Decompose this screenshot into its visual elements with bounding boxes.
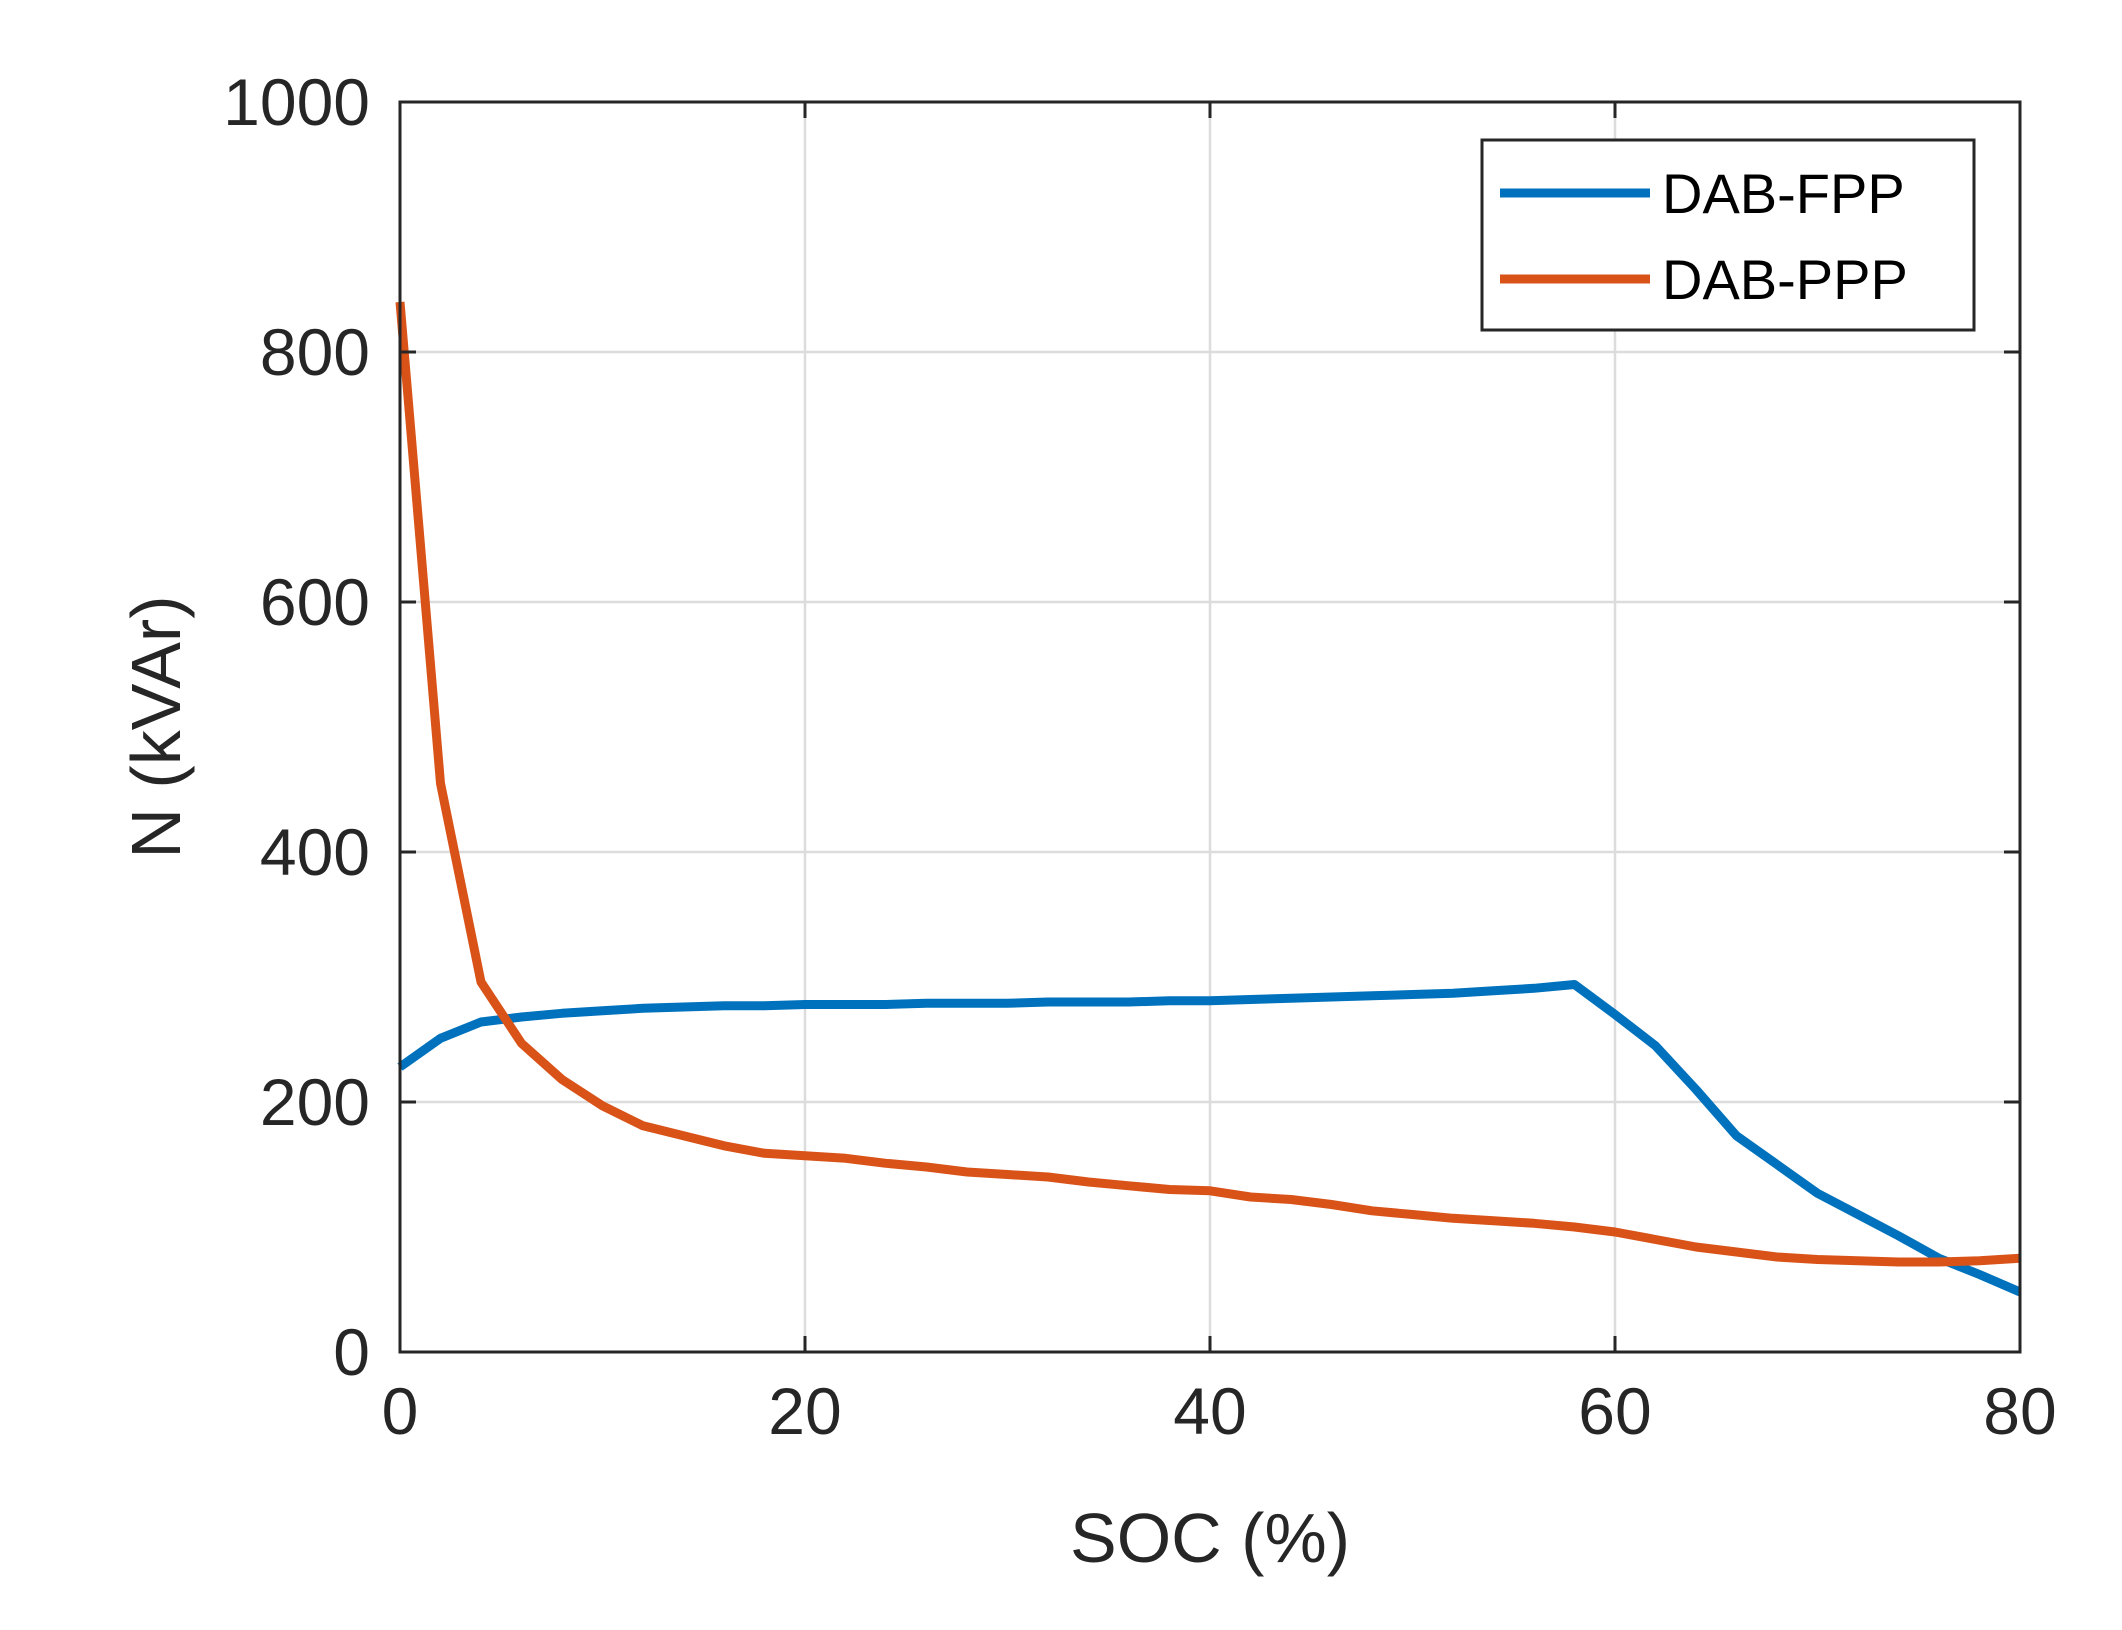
x-tick-label: 60 (1578, 1374, 1651, 1448)
x-tick-label: 40 (1173, 1374, 1246, 1448)
y-tick-label: 0 (333, 1315, 370, 1389)
legend-label-dab-fpp: DAB-FPP (1662, 162, 1905, 225)
x-axis-title: SOC (%) (1070, 1499, 1350, 1577)
y-tick-label: 800 (260, 315, 370, 389)
legend: DAB-FPP DAB-PPP (1480, 138, 1976, 332)
y-axis-title: N (kVAr) (117, 595, 195, 858)
grid (400, 102, 2020, 1352)
series-layer (395, 301, 2022, 1297)
y-tick-label: 600 (260, 565, 370, 639)
series-line-dab-ppp (395, 301, 2021, 1267)
x-tick-label: 20 (768, 1374, 841, 1448)
x-tick-label: 0 (382, 1374, 419, 1448)
legend-label-dab-ppp: DAB-PPP (1662, 248, 1908, 311)
ticks (398, 100, 2022, 1354)
legend-box (1480, 138, 1976, 332)
y-tick-label: 400 (260, 815, 370, 889)
series-line-dab-fpp (397, 980, 2022, 1297)
y-tick-label: 200 (260, 1065, 370, 1139)
y-tick-label: 1000 (223, 65, 370, 139)
x-tick-label: 80 (1983, 1374, 2056, 1448)
